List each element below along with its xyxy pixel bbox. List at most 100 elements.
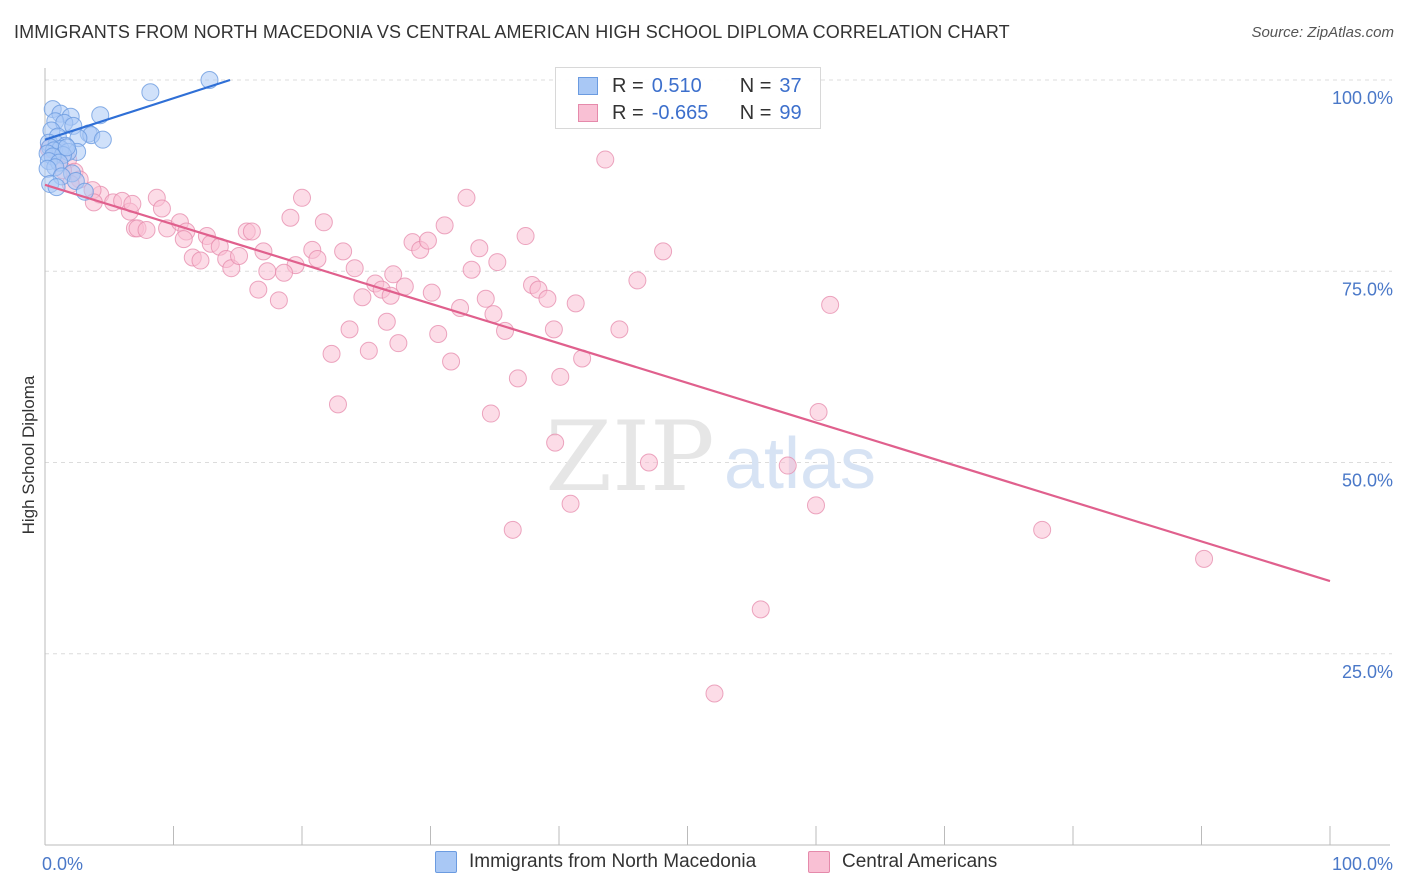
data-point-north-macedonia <box>93 130 112 149</box>
data-point-central-americans <box>281 208 300 227</box>
data-point-central-americans <box>596 150 615 169</box>
watermark-atlas: atlas <box>724 424 876 504</box>
data-point-central-americans <box>610 320 629 339</box>
source-label: Source: ZipAtlas.com <box>1251 24 1394 41</box>
bottom-legend-swatch-pink <box>808 851 830 873</box>
x-tick-labels: 0.0% 100.0% <box>42 854 1393 874</box>
data-point-central-americans <box>516 227 535 246</box>
data-point-central-americans <box>389 334 408 353</box>
data-point-central-americans <box>470 239 489 258</box>
data-point-central-americans <box>308 250 327 269</box>
data-point-central-americans <box>242 222 261 241</box>
data-point-central-americans <box>654 242 673 261</box>
bottom-legend-pink: Central Americans <box>808 851 997 873</box>
data-point-central-americans <box>269 291 288 310</box>
legend-n-value: 37 <box>779 74 802 97</box>
data-point-central-americans <box>821 295 840 314</box>
data-point-north-macedonia <box>57 138 76 157</box>
data-point-central-americans <box>508 369 527 388</box>
data-point-central-americans <box>345 259 364 278</box>
y-tick-label: 25.0% <box>1342 662 1393 682</box>
data-point-central-americans <box>561 494 580 513</box>
axes <box>44 68 1390 846</box>
data-point-central-americans <box>1195 549 1214 568</box>
x-tick-label-max: 100.0% <box>1332 854 1393 874</box>
legend-swatch-blue <box>578 77 598 95</box>
bottom-legend-label: Central Americans <box>842 851 998 872</box>
data-point-central-americans <box>429 324 448 343</box>
data-point-central-americans <box>293 188 311 207</box>
watermark-zip: ZIP <box>545 401 714 513</box>
data-point-central-americans <box>384 265 403 284</box>
trend-line-north-macedonia <box>44 78 231 141</box>
bottom-legend-blue: Immigrants from North Macedonia <box>435 851 756 873</box>
y-tick-label: 75.0% <box>1342 279 1393 299</box>
data-point-central-americans <box>340 320 359 339</box>
data-point-central-americans <box>705 684 724 703</box>
data-point-central-americans <box>484 305 503 324</box>
data-point-central-americans <box>544 320 563 339</box>
bottom-legend-label: Immigrants from North Macedonia <box>469 851 757 872</box>
data-point-central-americans <box>275 263 294 282</box>
data-point-central-americans <box>476 289 495 308</box>
data-point-central-americans <box>488 253 507 272</box>
data-point-central-americans <box>422 283 441 302</box>
trend-lines <box>44 78 1331 583</box>
y-tick-label: 100.0% <box>1332 88 1393 108</box>
data-point-central-americans <box>381 286 400 305</box>
data-point-central-americans <box>751 600 770 619</box>
data-point-central-americans <box>496 321 515 340</box>
legend-row-blue: R = 0.510 N = 37 <box>578 73 802 99</box>
chart-title: IMMIGRANTS FROM NORTH MACEDONIA VS CENTR… <box>14 22 1010 42</box>
stats-legend: R = 0.510 N = 37 R = -0.665 N = 99 <box>555 67 821 129</box>
data-point-central-americans <box>258 262 277 281</box>
data-point-central-americans <box>551 367 570 386</box>
data-point-central-americans <box>230 246 249 265</box>
trend-line-central-americans <box>44 183 1331 583</box>
data-point-central-americans <box>174 230 193 249</box>
data-point-central-americans <box>249 280 268 299</box>
data-point-central-americans <box>481 404 500 423</box>
data-point-central-americans <box>457 188 476 207</box>
data-point-central-americans <box>462 260 481 279</box>
data-point-central-americans <box>807 496 825 515</box>
x-tick-label-min: 0.0% <box>42 854 83 874</box>
data-point-central-americans <box>546 433 565 452</box>
data-point-central-americans <box>809 403 828 422</box>
bottom-legend-swatch-blue <box>435 851 457 873</box>
data-point-central-americans <box>442 352 461 371</box>
legend-r-value: 0.510 <box>651 74 702 97</box>
legend-n-label: N = <box>739 74 772 97</box>
legend-swatch-pink <box>578 104 598 122</box>
y-tick-label: 50.0% <box>1342 471 1393 491</box>
data-point-north-macedonia <box>47 178 66 197</box>
data-point-central-americans <box>322 344 341 363</box>
series-north-macedonia <box>38 71 219 201</box>
data-point-central-americans <box>503 520 522 539</box>
data-point-central-americans <box>152 199 171 218</box>
y-tick-labels: 100.0% 75.0% 50.0% 25.0% <box>1332 88 1393 682</box>
legend-r-label: R = <box>612 101 644 124</box>
data-point-central-americans <box>191 251 210 270</box>
data-point-central-americans <box>1033 520 1052 539</box>
legend-row-pink: R = -0.665 N = 99 <box>578 100 802 126</box>
data-point-central-americans <box>628 271 647 290</box>
data-point-central-americans <box>418 231 437 250</box>
data-point-central-americans <box>137 220 156 239</box>
watermark: ZIP atlas <box>545 401 876 513</box>
legend-r-value: -0.665 <box>651 101 709 124</box>
data-point-central-americans <box>377 312 396 331</box>
data-point-north-macedonia <box>141 83 160 102</box>
data-point-central-americans <box>538 289 557 308</box>
data-point-central-americans <box>314 213 333 232</box>
legend-n-label: N = <box>739 101 772 124</box>
y-axis-title: High School Diploma <box>19 375 38 534</box>
data-point-central-americans <box>639 453 658 472</box>
legend-n-value: 99 <box>779 101 802 124</box>
data-point-central-americans <box>334 242 353 261</box>
data-point-central-americans <box>328 395 347 414</box>
data-point-central-americans <box>778 456 797 475</box>
data-point-central-americans <box>566 294 585 313</box>
gridlines <box>45 79 1392 655</box>
